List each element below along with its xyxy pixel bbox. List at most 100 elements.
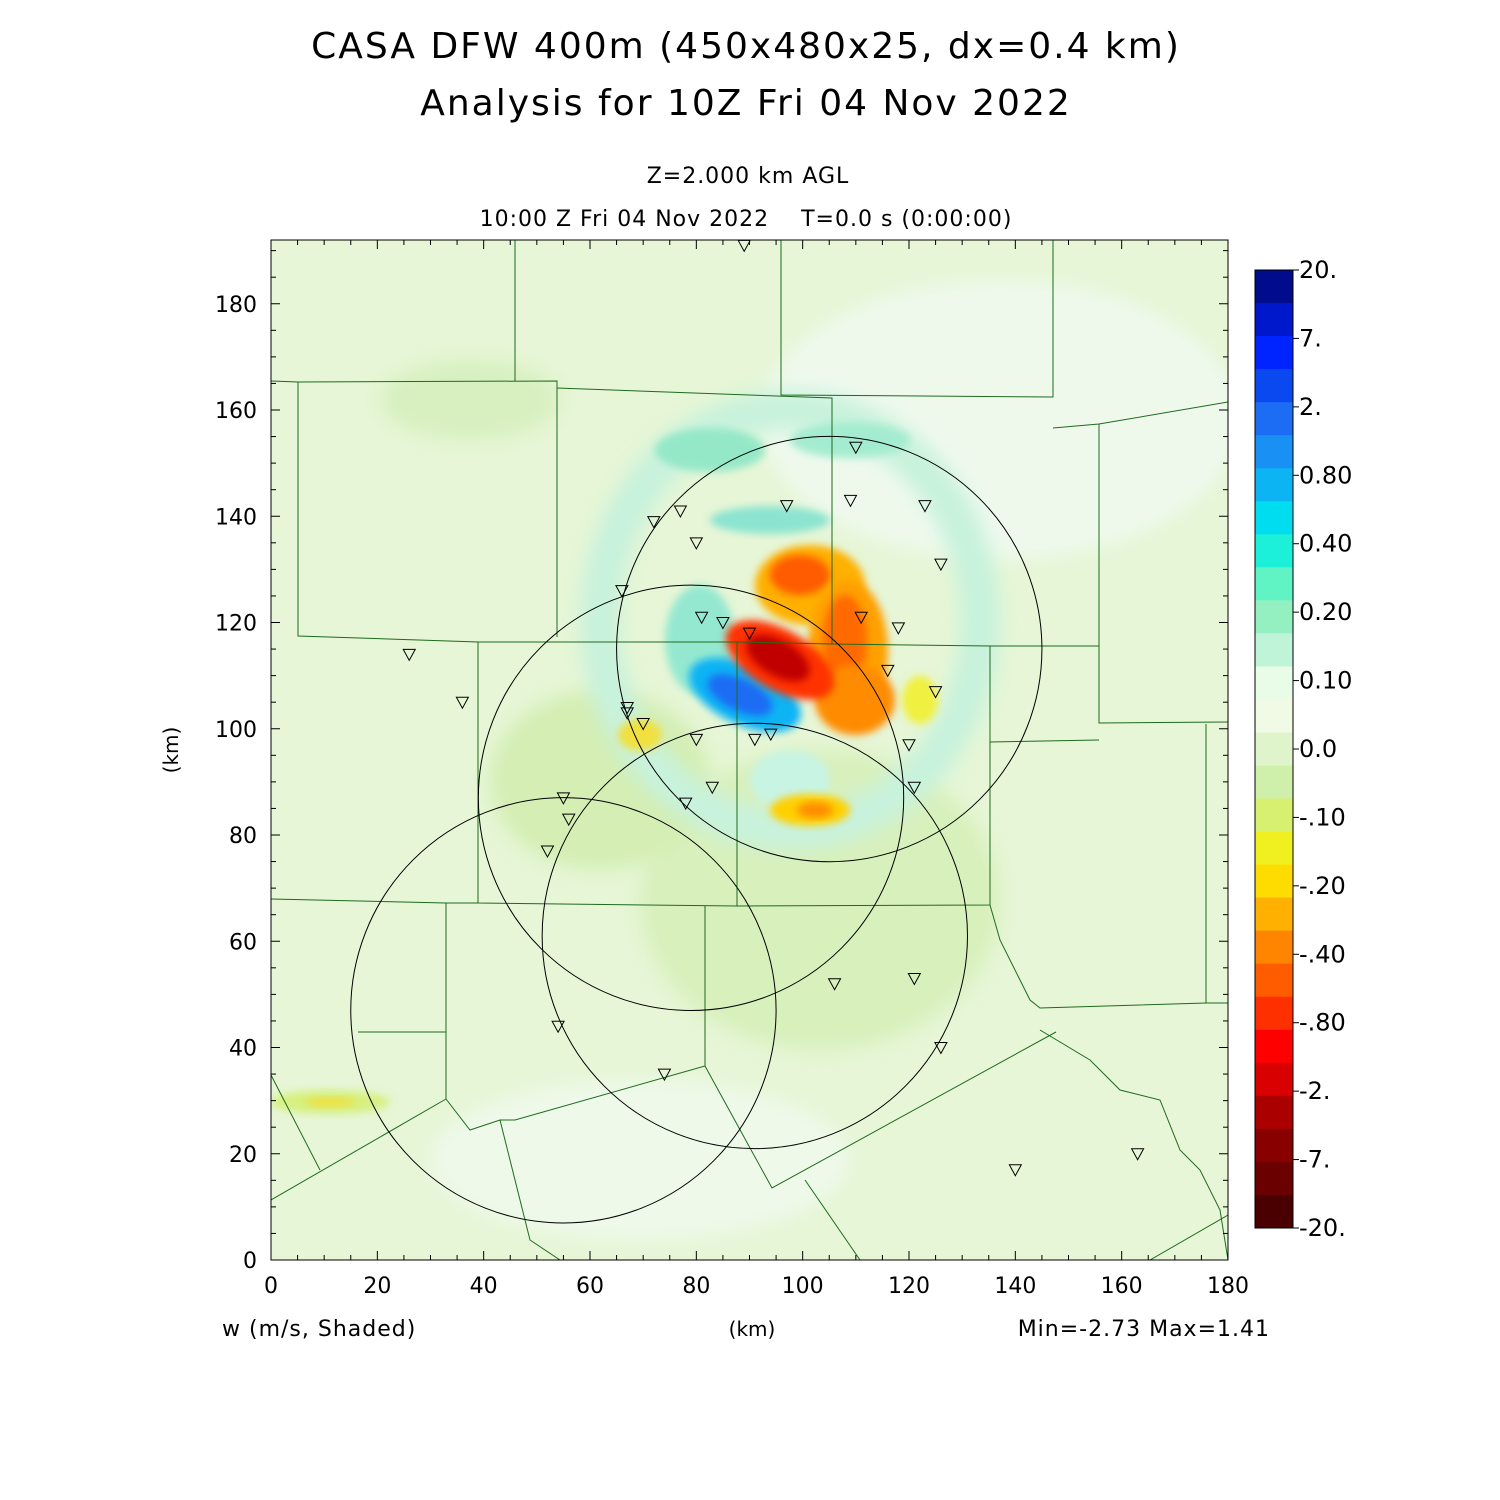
colorbar-swatch xyxy=(1255,336,1293,370)
colorbar-swatch xyxy=(1255,534,1293,568)
station-marker xyxy=(689,537,704,550)
colorbar-label: 0.10 xyxy=(1299,667,1352,695)
minmax-label: Min=-2.73 Max=1.41 xyxy=(1018,1317,1270,1342)
radar-range-ring xyxy=(350,797,777,1224)
colorbar-swatch xyxy=(1255,633,1293,667)
field-patch xyxy=(430,1080,850,1240)
x-tick-label: 40 xyxy=(470,1274,498,1299)
title-line2: Analysis for 10Z Fri 04 Nov 2022 xyxy=(420,83,1072,124)
radar-range-ring xyxy=(477,584,905,1011)
station-marker xyxy=(880,664,895,678)
x-tick-label: 140 xyxy=(994,1274,1036,1299)
station-marker xyxy=(551,1020,565,1034)
colorbar-label: 2. xyxy=(1299,393,1322,421)
station-marker xyxy=(763,728,778,742)
county-line xyxy=(297,380,558,637)
y-tick-label: 100 xyxy=(215,718,257,743)
field-patch xyxy=(902,676,938,724)
x-tick-label: 100 xyxy=(782,1274,824,1299)
county-line xyxy=(1149,1214,1228,1260)
colorbar-label: -.80 xyxy=(1299,1009,1346,1037)
station-marker xyxy=(646,516,661,529)
field-patch xyxy=(655,428,765,472)
station-marker xyxy=(1008,1164,1023,1177)
x-axis-label: (km) xyxy=(729,1317,776,1341)
colorbar-swatch xyxy=(1255,930,1293,965)
radar-range-ring xyxy=(616,435,1043,863)
variable-label: w (m/s, Shaded) xyxy=(222,1317,416,1342)
station-marker xyxy=(615,585,629,598)
station-marker xyxy=(907,781,922,795)
radar-range-ring xyxy=(541,722,968,1150)
colorbar-swatch xyxy=(1255,897,1293,932)
station-marker xyxy=(636,717,651,731)
colorbar-swatch xyxy=(1255,963,1293,998)
colorbar-swatch xyxy=(1255,1128,1293,1163)
field-patch xyxy=(580,390,1000,850)
field-patch xyxy=(618,719,662,751)
colorbar-label: 7. xyxy=(1299,324,1322,352)
y-tick-label: 140 xyxy=(215,505,257,530)
station-marker xyxy=(934,558,948,572)
y-tick-label: 80 xyxy=(229,824,257,849)
station-marker xyxy=(678,797,693,811)
county-line xyxy=(989,739,1100,743)
colorbar-swatch xyxy=(1255,1095,1293,1130)
station-marker xyxy=(827,978,842,991)
time-label: 10:00 Z Fri 04 Nov 2022 T=0.0 s (0:00:00… xyxy=(480,207,1013,232)
station-marker xyxy=(891,622,906,635)
field-patch xyxy=(380,360,560,440)
colorbar-swatch xyxy=(1255,435,1293,469)
field-patch xyxy=(770,555,830,595)
y-tick-label: 160 xyxy=(215,399,257,424)
county-line xyxy=(1098,424,1228,724)
y-tick-label: 40 xyxy=(229,1037,257,1062)
station-marker xyxy=(705,781,720,795)
station-marker xyxy=(843,494,858,508)
county-line xyxy=(704,1031,1057,1189)
county-line xyxy=(271,1074,321,1171)
colorbar-swatch xyxy=(1255,303,1293,337)
station-marker xyxy=(928,686,943,699)
colorbar-swatch xyxy=(1255,831,1293,866)
colorbar-label: 0.40 xyxy=(1299,530,1352,558)
colorbar-swatch xyxy=(1255,1194,1293,1229)
y-tick-label: 120 xyxy=(215,612,257,637)
colorbar: 20. 7. 2. 0.80 0.40 0.20 0.10 0.0 -.10 -.20 -.40 -.… xyxy=(1254,256,1352,1242)
station-markers xyxy=(402,240,1145,1177)
colorbar-label: -.20 xyxy=(1299,872,1346,900)
colorbar-swatch xyxy=(1255,666,1293,700)
station-marker xyxy=(620,702,635,715)
station-marker xyxy=(556,792,571,805)
station-marker xyxy=(694,611,709,625)
field-patch xyxy=(707,674,773,716)
county-line xyxy=(989,904,1207,1009)
colorbar-swatch xyxy=(1255,996,1293,1031)
colorbar-label: -20. xyxy=(1299,1214,1346,1242)
station-marker xyxy=(902,739,916,752)
station-marker xyxy=(689,733,704,747)
field-patch xyxy=(760,280,1228,560)
colorbar-swatch xyxy=(1255,600,1293,634)
station-marker xyxy=(540,845,555,858)
colorbar-label: 0.0 xyxy=(1299,735,1337,763)
station-marker xyxy=(455,696,470,710)
colorbar-label: -.10 xyxy=(1299,803,1346,831)
colorbar-swatch xyxy=(1255,1029,1293,1064)
county-boundaries xyxy=(271,240,1228,1260)
y-tick-label: 180 xyxy=(215,293,257,318)
colorbar-swatch xyxy=(1255,864,1293,899)
colorbar-label: 0.20 xyxy=(1299,598,1352,626)
colorbar-label: 0.80 xyxy=(1299,461,1352,489)
station-marker xyxy=(918,500,932,513)
colorbar-swatch xyxy=(1255,798,1293,833)
field-patch xyxy=(797,802,833,818)
y-tick-label: 20 xyxy=(229,1143,257,1168)
station-marker xyxy=(620,707,635,720)
county-line xyxy=(780,240,1054,398)
field-patch xyxy=(815,665,895,735)
radar-range-rings xyxy=(350,435,1043,1224)
x-tick-label: 0 xyxy=(264,1274,278,1299)
colorbar-swatch xyxy=(1255,699,1293,733)
